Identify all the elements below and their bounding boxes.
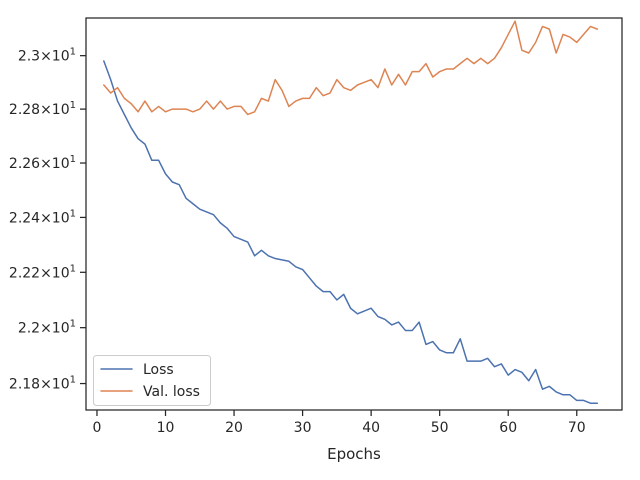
y-tick-label: 2.22×101 xyxy=(9,263,76,281)
x-tick-label: 20 xyxy=(225,420,243,436)
series-line-val-loss xyxy=(103,20,599,116)
y-tick-label: 2.18×101 xyxy=(9,375,76,393)
series-line-loss xyxy=(103,60,599,404)
x-tick-label: 40 xyxy=(362,420,380,436)
legend: Loss Val. loss xyxy=(93,355,211,406)
y-tick-label: 2.24×101 xyxy=(9,208,76,226)
y-tick-label: 2.28×101 xyxy=(9,100,76,118)
x-tick-label: 70 xyxy=(568,420,586,436)
legend-label-loss: Loss xyxy=(143,362,174,378)
x-tick-label: 50 xyxy=(431,420,449,436)
x-tick-label: 10 xyxy=(157,420,175,436)
y-tick-label: 2.2×101 xyxy=(18,319,76,337)
plot-frame xyxy=(85,17,623,411)
y-tick-label: 2.3×101 xyxy=(18,47,76,65)
y-axis: 2.18×101 2.2×101 2.22×101 2.24×101 2.26×101 2… xyxy=(9,47,86,393)
legend-box xyxy=(93,355,211,406)
x-axis: 0 10 20 30 40 50 60 70 xyxy=(93,410,586,436)
x-tick-label: 60 xyxy=(499,420,517,436)
x-axis-label: Epochs xyxy=(327,445,381,463)
x-tick-label: 0 xyxy=(93,420,102,436)
series-layer xyxy=(103,20,599,404)
y-tick-label: 2.26×101 xyxy=(9,154,76,172)
legend-label-val-loss: Val. loss xyxy=(143,384,200,400)
x-tick-label: 30 xyxy=(294,420,312,436)
